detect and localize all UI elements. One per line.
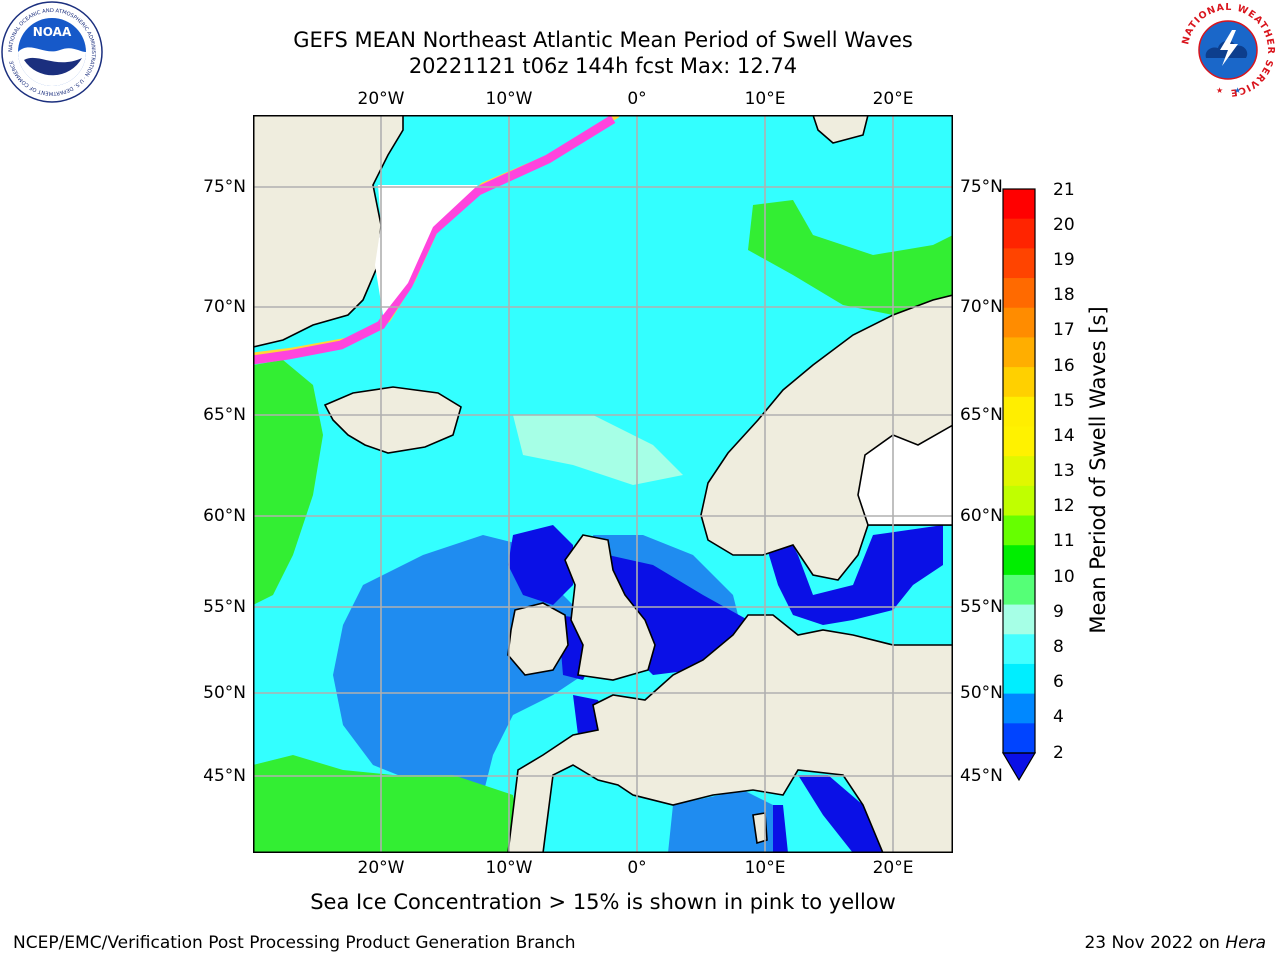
chart-subtitle: 20221121 t06z 144h fcst Max: 12.74 <box>408 54 798 78</box>
colorbar-tick-12: 12 <box>1053 496 1075 516</box>
lat-label-left-50n: 50°N <box>203 683 246 703</box>
colorbar-cell <box>1003 337 1035 368</box>
swell-zone-2s-baltic <box>763 525 943 625</box>
chart-title: GEFS MEAN Northeast Atlantic Mean Period… <box>293 28 913 52</box>
colorbar-tick-2: 2 <box>1053 743 1064 763</box>
lon-label-bottom-10e: 10°E <box>744 858 786 878</box>
lon-label-bottom-10w: 10°W <box>485 858 533 878</box>
colorbar-cell <box>1003 248 1035 279</box>
nws-logo-icon: NATIONAL WEATHER SERVICE ★ ★ <box>1180 2 1276 98</box>
svg-text:★: ★ <box>1216 86 1223 95</box>
swell-zone-10s-southwest <box>253 360 323 605</box>
colorbar-cell <box>1003 693 1035 724</box>
colorbar-cell <box>1003 307 1035 338</box>
colorbar-cell <box>1003 515 1035 546</box>
lon-label-top-20e: 20°E <box>872 89 914 109</box>
swell-zone-8s-lightband <box>513 415 683 485</box>
lat-label-right-65n: 65°N <box>960 405 1003 425</box>
graticule <box>253 115 953 853</box>
svg-text:★: ★ <box>1234 86 1241 95</box>
colorbar-cell <box>1003 634 1035 665</box>
lon-label-bottom-20e: 20°E <box>872 858 914 878</box>
land-corsica <box>752 812 768 845</box>
run-date-text: 23 Nov 2022 on <box>1084 933 1226 953</box>
colorbar <box>1001 188 1037 782</box>
colorbar-tick-15: 15 <box>1053 391 1075 411</box>
colorbar-tick-21: 21 <box>1053 180 1075 200</box>
lat-label-left-65n: 65°N <box>203 405 246 425</box>
lat-label-left-55n: 55°N <box>203 597 246 617</box>
colorbar-cell <box>1003 723 1035 754</box>
lon-label-bottom-0: 0° <box>627 858 647 878</box>
colorbar-cell <box>1003 426 1035 457</box>
colorbar-cell <box>1003 574 1035 606</box>
lat-label-left-45n: 45°N <box>203 766 246 786</box>
noaa-logo-text: NOAA <box>33 25 72 39</box>
colorbar-cell <box>1003 367 1035 398</box>
map-border <box>253 115 953 853</box>
lat-label-left-70n: 70°N <box>203 297 246 317</box>
lon-label-top-10e: 10°E <box>744 89 786 109</box>
colorbar-tick-10: 10 <box>1053 567 1075 587</box>
colorbar-cell <box>1003 485 1035 517</box>
swell-zone-10s-barents <box>748 200 953 315</box>
colorbar-extend-arrow <box>1001 752 1037 782</box>
sea-ice-white-gap <box>375 185 478 315</box>
land-finland-lake-gap <box>857 424 953 526</box>
swell-period-map <box>253 115 953 853</box>
colorbar-tick-4: 4 <box>1053 707 1064 727</box>
lat-label-right-60n: 60°N <box>960 506 1003 526</box>
noaa-logo-icon: NATIONAL OCEANIC AND ATMOSPHERIC ADMINIS… <box>1 1 103 103</box>
sea-ice-band-pink <box>253 115 616 365</box>
colorbar-tick-8: 8 <box>1053 637 1064 657</box>
colorbar-tick-17: 17 <box>1053 320 1075 340</box>
land-svalbard <box>812 115 869 144</box>
colorbar-cell <box>1003 545 1035 576</box>
lon-label-top-0: 0° <box>627 89 647 109</box>
colorbar-cell <box>1003 663 1035 695</box>
colorbar-tick-16: 16 <box>1053 356 1075 376</box>
swell-zone-2s-hebrides <box>508 525 573 605</box>
run-date: 23 Nov 2022 on Hera <box>1084 933 1266 953</box>
run-host: Hera <box>1225 933 1266 953</box>
land-iceland <box>323 386 462 454</box>
colorbar-cell <box>1003 189 1035 220</box>
colorbar-tick-11: 11 <box>1053 531 1075 551</box>
land-continent <box>507 614 953 853</box>
lat-label-right-45n: 45°N <box>960 766 1003 786</box>
colorbar-cell <box>1003 604 1035 635</box>
colorbar-cell <box>1003 278 1035 309</box>
colorbar-tick-18: 18 <box>1053 285 1075 305</box>
lat-label-left-75n: 75°N <box>203 177 246 197</box>
colorbar-label: Mean Period of Swell Waves [s] <box>1086 306 1110 634</box>
lat-label-left-60n: 60°N <box>203 506 246 526</box>
colorbar-tick-13: 13 <box>1053 461 1075 481</box>
colorbar-tick-19: 19 <box>1053 250 1075 270</box>
swell-zone-2s-adriatic <box>798 775 893 853</box>
lat-label-right-50n: 50°N <box>960 683 1003 703</box>
colorbar-cell <box>1003 456 1035 487</box>
lon-label-bottom-20w: 20°W <box>357 858 405 878</box>
colorbar-tick-9: 9 <box>1053 602 1064 622</box>
swell-zone-10s-southwest-lower <box>253 755 523 853</box>
lat-label-right-75n: 75°N <box>960 177 1003 197</box>
colorbar-cell <box>1003 396 1035 427</box>
lat-label-right-55n: 55°N <box>960 597 1003 617</box>
lon-label-top-20w: 20°W <box>357 89 405 109</box>
colorbar-tick-6: 6 <box>1053 672 1064 692</box>
producer-credit: NCEP/EMC/Verification Post Processing Pr… <box>13 933 576 953</box>
colorbar-cell <box>1003 218 1035 249</box>
colorbar-tick-20: 20 <box>1053 215 1075 235</box>
sea-ice-note: Sea Ice Concentration > 15% is shown in … <box>310 890 896 914</box>
swell-zone-4s-mediterranean <box>668 790 773 853</box>
colorbar-tick-14: 14 <box>1053 426 1075 446</box>
lon-label-top-10w: 10°W <box>485 89 533 109</box>
lat-label-right-70n: 70°N <box>960 297 1003 317</box>
